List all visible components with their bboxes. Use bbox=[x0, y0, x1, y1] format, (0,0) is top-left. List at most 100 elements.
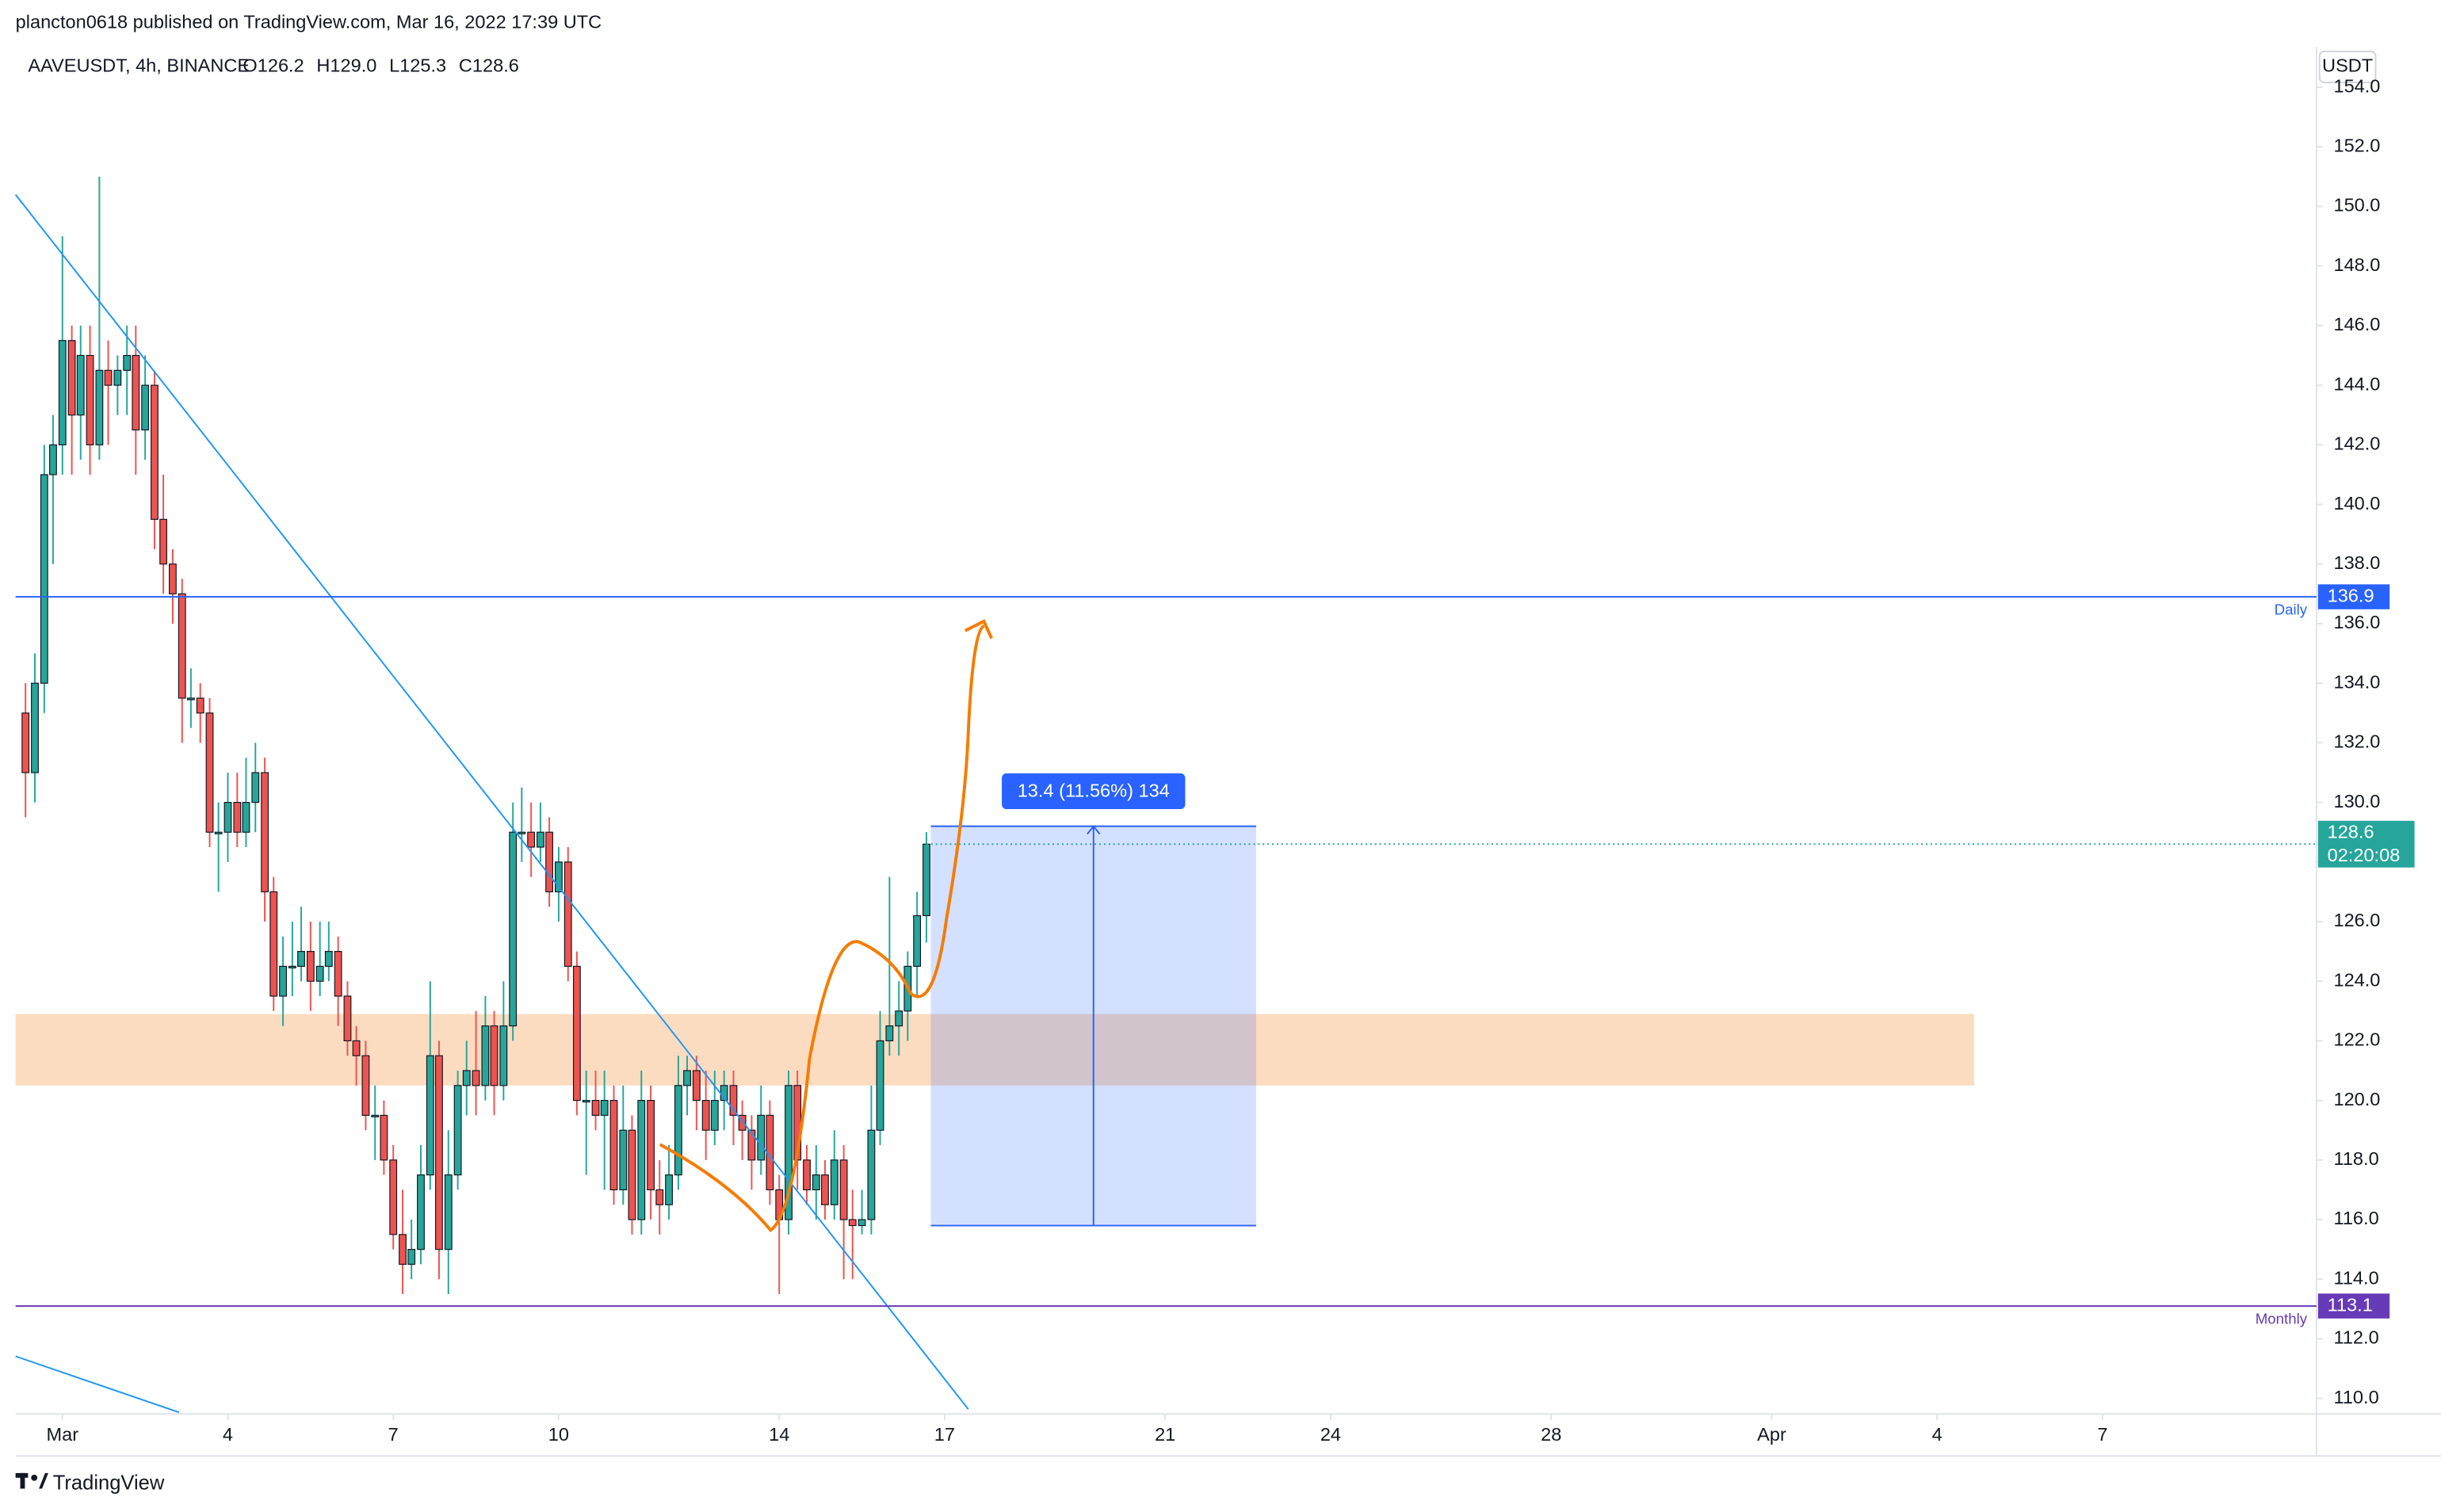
candle-body bbox=[747, 1129, 756, 1161]
candle-body bbox=[545, 831, 554, 892]
candle-body bbox=[141, 384, 150, 431]
currency-box bbox=[2318, 50, 2377, 84]
y-tick-label: 110.0 bbox=[2333, 1387, 2378, 1407]
candle-body bbox=[315, 965, 324, 982]
candle-body bbox=[591, 1100, 600, 1117]
footer-brand: TradingView bbox=[53, 1472, 165, 1494]
candle-body bbox=[600, 1100, 609, 1117]
candle-body bbox=[858, 1219, 866, 1227]
level-label-bg bbox=[2317, 1293, 2390, 1319]
candle-body bbox=[572, 965, 581, 1102]
candle-body bbox=[490, 1025, 499, 1086]
candle-body bbox=[867, 1129, 876, 1220]
level-name: Daily bbox=[2275, 601, 2308, 618]
legend-ohlc: O126.2 bbox=[243, 55, 304, 76]
x-tick-label: 4 bbox=[223, 1424, 233, 1445]
footer-logo bbox=[15, 1472, 48, 1489]
candle-body bbox=[95, 369, 104, 445]
candle-body bbox=[352, 1040, 361, 1056]
y-tick-label: 154.0 bbox=[2333, 75, 2380, 96]
candle-body bbox=[674, 1085, 682, 1176]
candle-body bbox=[288, 965, 296, 968]
y-tick-label: 132.0 bbox=[2333, 731, 2380, 752]
level-label: 113.1 bbox=[2328, 1294, 2373, 1315]
candle-body bbox=[389, 1159, 398, 1235]
candle-body bbox=[609, 1100, 618, 1191]
candle-body bbox=[848, 1219, 857, 1227]
measure-arrow-head bbox=[1087, 825, 1101, 835]
candle-body bbox=[279, 965, 287, 997]
candle-body bbox=[830, 1159, 838, 1205]
candle-body bbox=[665, 1174, 673, 1205]
candle-body bbox=[555, 861, 563, 892]
candle-body bbox=[481, 1025, 490, 1086]
candle-body bbox=[407, 1249, 416, 1266]
candle-body bbox=[821, 1174, 829, 1205]
candle-body bbox=[729, 1085, 738, 1117]
x-tick-label: 28 bbox=[1541, 1424, 1561, 1445]
candle-body bbox=[655, 1189, 664, 1205]
candle-body bbox=[169, 563, 177, 594]
support-zone bbox=[15, 1014, 1974, 1086]
candle-body bbox=[269, 891, 278, 997]
candle-body bbox=[242, 801, 250, 833]
y-tick-label: 140.0 bbox=[2333, 493, 2380, 514]
y-tick-label: 114.0 bbox=[2333, 1267, 2378, 1288]
candle-body bbox=[683, 1070, 691, 1086]
candle-body bbox=[876, 1040, 884, 1131]
candle-body bbox=[297, 951, 305, 967]
y-tick-label: 112.0 bbox=[2333, 1327, 2378, 1348]
candle-body bbox=[76, 354, 85, 416]
candle-body bbox=[913, 914, 922, 967]
candle-body bbox=[361, 1055, 370, 1117]
candle-body bbox=[123, 354, 132, 371]
symbol: AAVEUSDT, 4h, BINANCE bbox=[28, 55, 250, 76]
candle-body bbox=[757, 1114, 766, 1161]
candle-body bbox=[324, 951, 333, 967]
candle-body bbox=[537, 831, 544, 848]
y-tick-label: 126.0 bbox=[2333, 910, 2380, 930]
candle-body bbox=[812, 1174, 820, 1191]
candle-body bbox=[86, 354, 94, 445]
candle-body bbox=[31, 682, 39, 773]
candle-body bbox=[692, 1070, 701, 1102]
x-tick-label: 21 bbox=[1155, 1424, 1175, 1445]
candle-body bbox=[205, 712, 214, 833]
last-price-bg bbox=[2317, 820, 2415, 868]
x-tick-label: Apr bbox=[1757, 1424, 1786, 1445]
y-tick-label: 130.0 bbox=[2333, 791, 2380, 811]
y-tick-label: 152.0 bbox=[2333, 136, 2380, 156]
x-tick-label: Mar bbox=[46, 1424, 78, 1445]
candle-body bbox=[380, 1114, 388, 1161]
candle-body bbox=[472, 1070, 480, 1086]
candle-body bbox=[159, 518, 168, 565]
candle-body bbox=[885, 1025, 894, 1041]
candle-body bbox=[518, 831, 526, 834]
candle-body bbox=[628, 1129, 636, 1220]
candle-body bbox=[647, 1100, 655, 1191]
candle-body bbox=[701, 1100, 710, 1131]
x-tick-label: 7 bbox=[2097, 1424, 2107, 1445]
projection-arrow bbox=[659, 624, 985, 1232]
candle-body bbox=[67, 340, 76, 416]
y-tick-label: 148.0 bbox=[2333, 254, 2380, 275]
y-tick-label: 122.0 bbox=[2333, 1029, 2380, 1050]
candle-body bbox=[785, 1085, 793, 1220]
candle-body bbox=[214, 831, 223, 834]
candle-body bbox=[453, 1085, 462, 1176]
candle-body bbox=[306, 951, 315, 982]
candle-body bbox=[399, 1234, 407, 1266]
x-tick-label: 17 bbox=[934, 1424, 955, 1445]
candle-body bbox=[334, 951, 342, 997]
candle-body bbox=[527, 831, 536, 848]
candle-body bbox=[58, 340, 67, 445]
candle-body bbox=[637, 1100, 646, 1220]
y-tick-label: 118.0 bbox=[2333, 1148, 2378, 1169]
legend-ohlc: H129.0 bbox=[316, 55, 376, 76]
level-name: Monthly bbox=[2256, 1311, 2308, 1327]
candle-body bbox=[113, 369, 122, 386]
x-tick-label: 24 bbox=[1320, 1424, 1341, 1445]
x-tick-label: 10 bbox=[548, 1424, 569, 1445]
candle-body bbox=[104, 369, 113, 386]
